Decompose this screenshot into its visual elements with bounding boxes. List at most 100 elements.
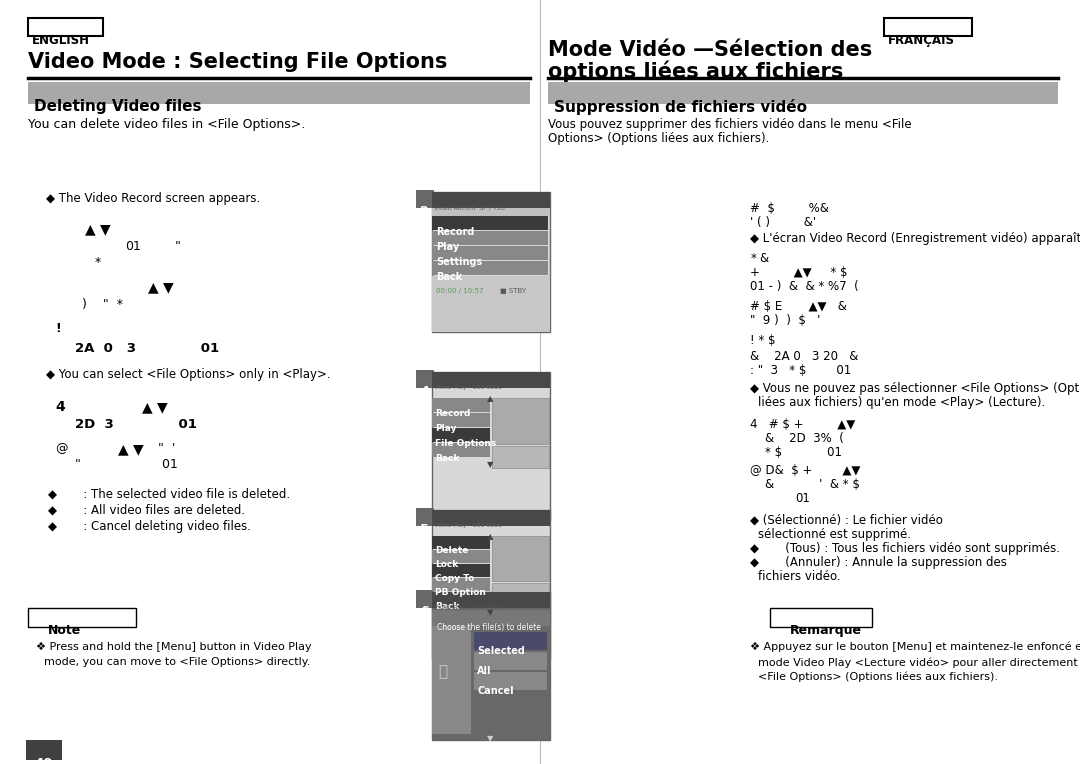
Text: ▲ ▼: ▲ ▼ [141,400,167,414]
Text: &            '  & * $: & ' & * $ [750,478,860,491]
Bar [432,413,490,427]
Text: Back: Back [435,602,459,611]
Bar [416,370,434,388]
Bar [432,372,550,520]
Bar [770,608,872,627]
Bar [548,82,1058,104]
Bar [432,564,490,577]
Text: Back: Back [436,272,462,282]
Bar [432,246,548,260]
Text: )    "  *: ) " * [82,298,123,311]
Text: 01: 01 [118,458,178,471]
Bar [473,628,548,736]
Bar [432,536,490,549]
Text: Suppression de fichiers vidéo: Suppression de fichiers vidéo [554,99,807,115]
Bar [492,583,549,605]
Text: Choose the file(s) to delete: Choose the file(s) to delete [437,623,541,632]
Bar [432,398,490,412]
Text: : "  3   * $        01: : " 3 * $ 01 [750,364,851,377]
Text: <File Options> (Options liées aux fichiers).: <File Options> (Options liées aux fichie… [758,672,998,682]
Bar [432,510,550,526]
Text: ◆ (Sélectionné) : Le fichier vidéo: ◆ (Sélectionné) : Le fichier vidéo [750,514,943,527]
Text: Selected: Selected [477,646,525,656]
Text: Settings: Settings [436,257,483,267]
Bar [432,443,490,457]
Text: "  9 )  )  $   ': " 9 ) ) $ ' [750,314,821,327]
Text: ◆       : Cancel deleting video files.: ◆ : Cancel deleting video files. [48,520,251,533]
Bar [416,190,434,208]
Text: You can delete video files in <File Options>.: You can delete video files in <File Opti… [28,118,306,131]
Text: "  ': " ' [158,442,175,455]
Text: ENGLISH: ENGLISH [32,34,90,47]
Text: ▲: ▲ [487,394,494,403]
Text: All: All [477,666,491,676]
Text: 🗑: 🗑 [438,664,447,679]
Text: 01 - )  &  & * %7  (: 01 - ) & & * %7 ( [750,280,859,293]
Bar [432,578,490,591]
Bar [492,446,549,468]
Text: ▼: ▼ [487,608,494,617]
Text: Lock: Lock [435,560,458,569]
Text: ▲ ▼: ▲ ▼ [148,280,174,294]
Text: Video Play   100-0056: Video Play 100-0056 [434,523,502,528]
Text: * $            01: * $ 01 [750,446,842,459]
Bar [432,610,550,626]
Bar [432,550,490,563]
Text: 2: 2 [420,205,429,218]
Bar [416,508,434,526]
Text: Video Play   100-0056: Video Play 100-0056 [434,605,502,610]
Text: options liées aux fichiers: options liées aux fichiers [548,60,843,82]
Text: &    2D  3%  (: & 2D 3% ( [750,432,843,445]
Bar [432,372,550,388]
Text: 4: 4 [55,400,65,414]
Text: 01: 01 [125,240,140,253]
Text: liées aux fichiers) qu'en mode <Play> (Lecture).: liées aux fichiers) qu'en mode <Play> (L… [758,396,1045,409]
Text: ▼: ▼ [487,460,494,469]
Text: !: ! [55,322,60,335]
Text: ▲: ▲ [487,532,494,541]
Text: 2D  3              01: 2D 3 01 [75,418,197,431]
Text: ❖ Press and hold the [Menu] button in Video Play: ❖ Press and hold the [Menu] button in Vi… [36,642,312,652]
Text: Play: Play [436,242,459,252]
Text: * $           & $: * $ & $ [750,252,770,265]
Bar [474,652,546,670]
Bar [432,510,550,658]
Text: Video Record  SF / 720: Video Record SF / 720 [434,205,504,210]
Bar [432,626,471,734]
Text: Video Mode : Selecting File Options: Video Mode : Selecting File Options [28,52,447,72]
Bar [432,208,550,216]
Text: 4: 4 [420,385,429,398]
Text: 6: 6 [420,605,429,618]
Bar [432,592,550,608]
Text: 2A  0   3              01: 2A 0 3 01 [75,342,219,355]
Text: Deleting Video files: Deleting Video files [33,99,202,114]
Text: Copy To: Copy To [435,574,474,583]
Bar [474,632,546,650]
Text: Note: Note [48,624,81,637]
Text: mode Video Play <Lecture vidéo> pour aller directement à: mode Video Play <Lecture vidéo> pour all… [758,657,1080,668]
Text: Mode Vidéo —Sélection des: Mode Vidéo —Sélection des [548,40,873,60]
Text: Play: Play [435,424,457,433]
Bar [492,398,549,444]
Bar [432,592,490,605]
Text: ! * $: ! * $ [750,334,775,347]
Text: Vous pouvez supprimer des fichiers vidéo dans le menu <File: Vous pouvez supprimer des fichiers vidéo… [548,118,912,131]
Text: ": " [75,458,81,471]
Text: ❖ Appuyez sur le bouton [Menu] et maintenez-le enfoncé en: ❖ Appuyez sur le bouton [Menu] et mainte… [750,642,1080,652]
Text: Remarque: Remarque [789,624,862,637]
Text: *: * [95,256,102,269]
Text: Delete: Delete [435,546,469,555]
Bar [432,261,548,275]
Bar [432,216,548,230]
Bar [432,276,550,332]
Text: ◆       (Annuler) : Annule la suppression des: ◆ (Annuler) : Annule la suppression des [750,556,1007,569]
Text: ' ( )         &': ' ( ) &' [750,216,816,229]
Text: Record: Record [435,409,471,418]
Text: ◆ L'écran Video Record (Enregistrement vidéo) apparaît.: ◆ L'écran Video Record (Enregistrement v… [750,232,1080,245]
Text: Cancel: Cancel [477,686,514,696]
Text: 4   # $ +         ▲▼: 4 # $ + ▲▼ [750,418,855,431]
Bar [28,18,103,36]
Bar [432,592,550,740]
Text: ": " [175,240,180,253]
Bar [474,672,546,690]
